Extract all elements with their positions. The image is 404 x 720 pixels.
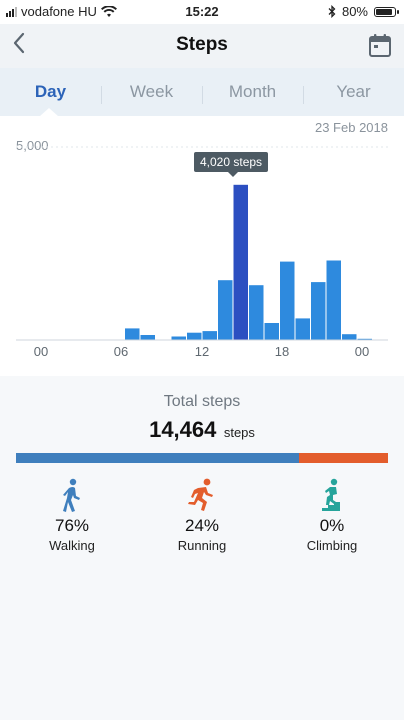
x-tick-label: 18 bbox=[275, 344, 289, 359]
chart-bar[interactable] bbox=[311, 282, 326, 340]
tab-week[interactable]: Week bbox=[129, 82, 174, 101]
tab-day[interactable]: Day bbox=[34, 82, 67, 101]
activity-running[interactable]: 24% Running bbox=[142, 478, 262, 553]
carrier-area: vodafone HU bbox=[6, 4, 117, 19]
tab-divider bbox=[101, 86, 102, 104]
nav-bar: Steps bbox=[0, 24, 404, 68]
running-label: Running bbox=[177, 538, 227, 553]
period-tabs: Day Week Month Year bbox=[0, 68, 404, 116]
total-steps-unit: steps bbox=[223, 425, 255, 440]
activity-split-bar bbox=[16, 453, 388, 463]
total-steps: 14,464 steps bbox=[0, 417, 404, 443]
walking-share-segment bbox=[16, 453, 299, 463]
running-icon bbox=[188, 478, 213, 511]
chart-bar[interactable] bbox=[357, 338, 373, 340]
status-right: 80% bbox=[328, 4, 399, 19]
chart-bar[interactable] bbox=[342, 334, 357, 340]
y-axis-max-label: 5,000 bbox=[16, 138, 49, 153]
calendar-icon[interactable] bbox=[368, 32, 392, 58]
chart-bar[interactable] bbox=[125, 328, 140, 340]
running-share-segment bbox=[298, 453, 388, 463]
chart-bar[interactable] bbox=[295, 318, 311, 340]
x-tick-label: 12 bbox=[195, 344, 209, 359]
wifi-icon bbox=[100, 5, 117, 17]
tab-divider bbox=[303, 86, 304, 104]
chart-bar[interactable] bbox=[171, 336, 187, 341]
walking-label: Walking bbox=[49, 538, 95, 553]
carrier-name: vodafone HU bbox=[21, 4, 97, 19]
battery-percent: 80% bbox=[341, 4, 368, 19]
steps-bar-chart[interactable]: 00 06 12 18 00 bbox=[0, 116, 404, 376]
clock: 15:22 bbox=[185, 4, 219, 19]
x-tick-label: 00 bbox=[355, 344, 369, 359]
chart-bar[interactable] bbox=[326, 260, 342, 341]
climbing-icon bbox=[322, 478, 340, 511]
walking-percent: 76% bbox=[54, 516, 90, 535]
activity-climbing[interactable]: 0% Climbing bbox=[272, 478, 392, 553]
active-tab-pointer bbox=[40, 108, 58, 116]
page-title: Steps bbox=[176, 34, 228, 55]
tab-month[interactable]: Month bbox=[228, 82, 277, 101]
running-percent: 24% bbox=[184, 516, 220, 535]
climbing-label: Climbing bbox=[306, 538, 358, 553]
signal-icon bbox=[6, 6, 17, 17]
tab-year[interactable]: Year bbox=[336, 82, 371, 101]
chevron-left-icon[interactable] bbox=[8, 28, 32, 58]
status-bar: vodafone HU 15:22 80% bbox=[0, 0, 404, 24]
chart-bar[interactable] bbox=[264, 323, 280, 340]
total-steps-value: 14,464 bbox=[149, 417, 217, 442]
activity-walking[interactable]: 76% Walking bbox=[12, 478, 132, 553]
bluetooth-icon bbox=[328, 5, 336, 18]
climbing-percent: 0% bbox=[319, 516, 345, 535]
chart-bar[interactable] bbox=[202, 331, 218, 340]
tab-divider bbox=[202, 86, 203, 104]
walking-icon bbox=[63, 478, 80, 512]
chart-bar[interactable] bbox=[187, 332, 202, 340]
chart-bar[interactable] bbox=[218, 280, 233, 340]
chart-bar[interactable] bbox=[233, 184, 249, 340]
battery-icon bbox=[374, 6, 399, 17]
x-tick-label: 00 bbox=[34, 344, 48, 359]
chart-bar[interactable] bbox=[249, 285, 264, 340]
chart-bar[interactable] bbox=[280, 261, 295, 340]
chart-bar[interactable] bbox=[140, 335, 156, 340]
bar-tooltip: 4,020 steps bbox=[194, 152, 269, 177]
total-steps-label: Total steps bbox=[163, 393, 241, 410]
chart-date: 23 Feb 2018 bbox=[314, 120, 388, 135]
x-tick-label: 06 bbox=[114, 344, 128, 359]
chart-card: 23 Feb 2018 5,000 00 06 12 18 00 4,020 steps bbox=[0, 116, 404, 376]
